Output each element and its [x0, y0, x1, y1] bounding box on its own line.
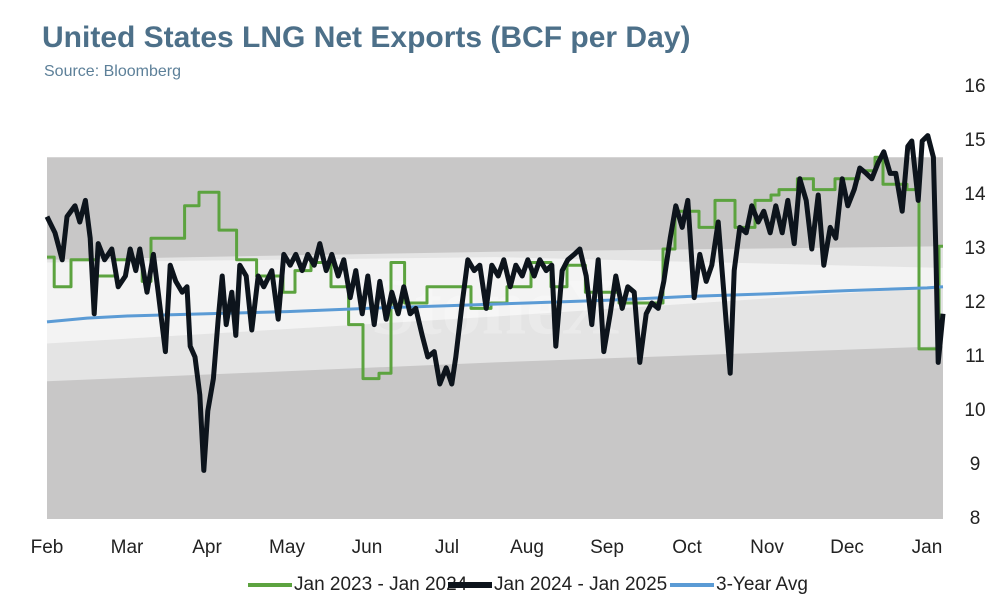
x-tick-label: Feb [31, 537, 64, 558]
y-tick-label: 10 [964, 400, 985, 421]
x-tick-label: Dec [830, 537, 864, 558]
chart-subtitle: Source: Bloomberg [44, 63, 181, 80]
x-tick-label: Oct [672, 537, 702, 558]
x-tick-label: Nov [750, 537, 784, 558]
y-tick-label: 16 [964, 76, 985, 97]
y-tick-label: 9 [970, 454, 981, 475]
y-tick-label: 14 [964, 184, 986, 205]
chart-title: United States LNG Net Exports (BCF per D… [42, 21, 690, 54]
x-tick-label: Mar [111, 537, 144, 558]
x-tick-label: Jan [912, 537, 943, 558]
series-line [44, 133, 946, 473]
x-tick-label: Aug [510, 537, 544, 558]
legend-label: Jan 2023 - Jan 2024 [294, 574, 468, 595]
x-tick-label: Jun [352, 537, 383, 558]
legend-label: 3-Year Avg [716, 574, 808, 595]
x-tick-label: Jul [435, 537, 459, 558]
x-tick-label: May [269, 537, 305, 558]
y-tick-label: 15 [964, 130, 985, 151]
x-tick-label: Sep [590, 537, 624, 558]
plot-area: StoneX [44, 133, 946, 519]
y-tick-label: 8 [970, 508, 981, 529]
y-tick-label: 12 [964, 292, 985, 313]
x-tick-label: Apr [192, 537, 222, 558]
y-tick-label: 11 [965, 346, 985, 367]
legend-label: Jan 2024 - Jan 2025 [494, 574, 667, 595]
y-tick-label: 13 [964, 238, 985, 259]
